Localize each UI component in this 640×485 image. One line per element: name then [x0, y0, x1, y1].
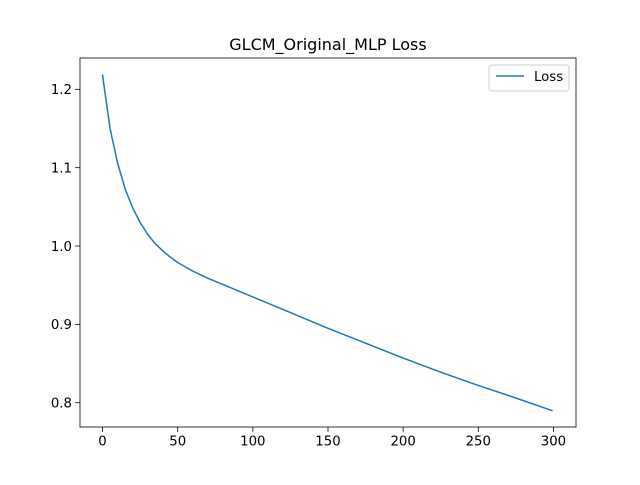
y-tick-label: 0.9 — [51, 318, 72, 333]
x-tick-label: 150 — [315, 435, 340, 450]
plot-series — [101, 74, 553, 412]
x-tick-label: 300 — [541, 435, 566, 450]
x-tick-label: 100 — [240, 435, 265, 450]
plot-frame — [79, 57, 577, 428]
y-axis: 0.8 0.9 1.0 1.1 1.2 — [51, 83, 80, 412]
x-tick-label: 50 — [169, 435, 186, 450]
legend-box — [488, 64, 570, 92]
chart-title: GLCM_Original_MLP Loss — [229, 35, 426, 55]
x-axis: 0 50 100 150 200 250 300 — [98, 427, 566, 450]
y-tick-label: 1.0 — [51, 240, 72, 255]
legend-label-loss: Loss — [534, 70, 563, 85]
x-tick-label: 250 — [466, 435, 491, 450]
series-line-loss — [101, 74, 553, 412]
x-tick-label: 0 — [98, 435, 106, 450]
legend: Loss — [488, 64, 570, 92]
y-tick-label: 0.8 — [51, 397, 72, 412]
y-tick-label: 1.2 — [51, 83, 72, 98]
y-tick-label: 1.1 — [51, 161, 72, 176]
x-tick-label: 200 — [390, 435, 415, 450]
